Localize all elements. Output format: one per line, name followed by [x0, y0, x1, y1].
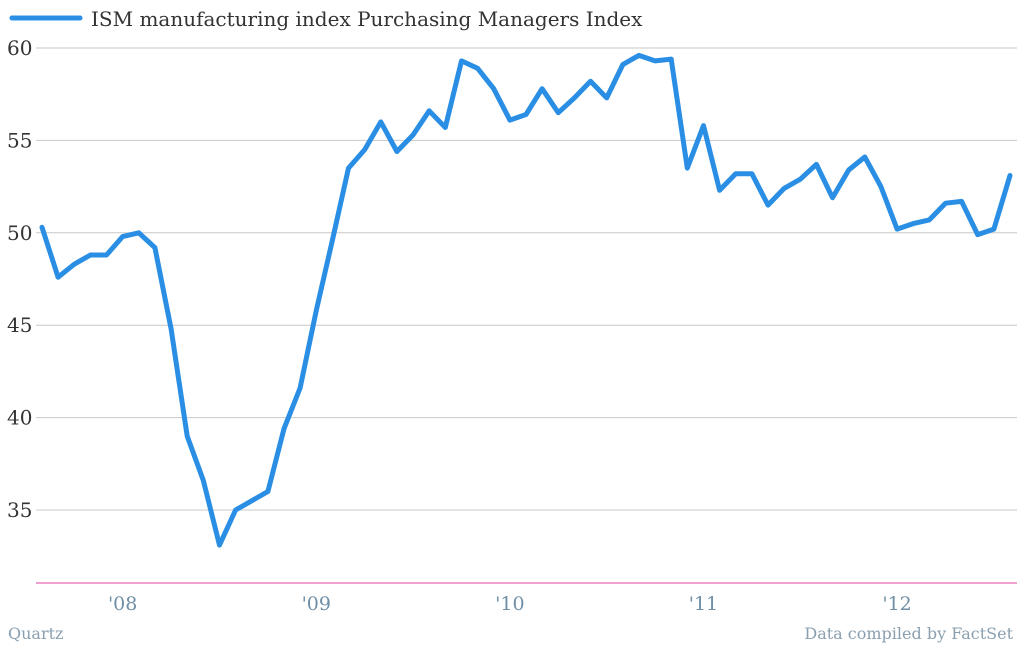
grid-lines [36, 47, 1017, 511]
y-tick-label: 50 [7, 221, 32, 245]
series-line [39, 52, 1013, 548]
legend-label: ISM manufacturing index Purchasing Manag… [91, 7, 643, 31]
x-axis-ticks: '08 '09 '10 '11 '12 [108, 593, 912, 615]
y-tick-label: 60 [7, 36, 32, 60]
x-tick-label: '08 [108, 593, 137, 615]
source-credit: Quartz [8, 624, 63, 643]
x-tick-label: '09 [302, 593, 331, 615]
x-tick-label: '10 [495, 593, 524, 615]
x-tick-label: '12 [882, 593, 911, 615]
legend: ISM manufacturing index Purchasing Manag… [9, 7, 643, 31]
y-tick-label: 35 [7, 498, 32, 522]
y-tick-label: 40 [7, 406, 32, 430]
y-tick-label: 45 [7, 313, 32, 337]
x-tick-label: '11 [689, 593, 718, 615]
y-axis-ticks: 35 40 45 50 55 60 [7, 36, 32, 522]
data-credit: Data compiled by FactSet [804, 624, 1013, 643]
y-tick-label: 55 [7, 128, 32, 152]
series-layer [39, 52, 1013, 548]
